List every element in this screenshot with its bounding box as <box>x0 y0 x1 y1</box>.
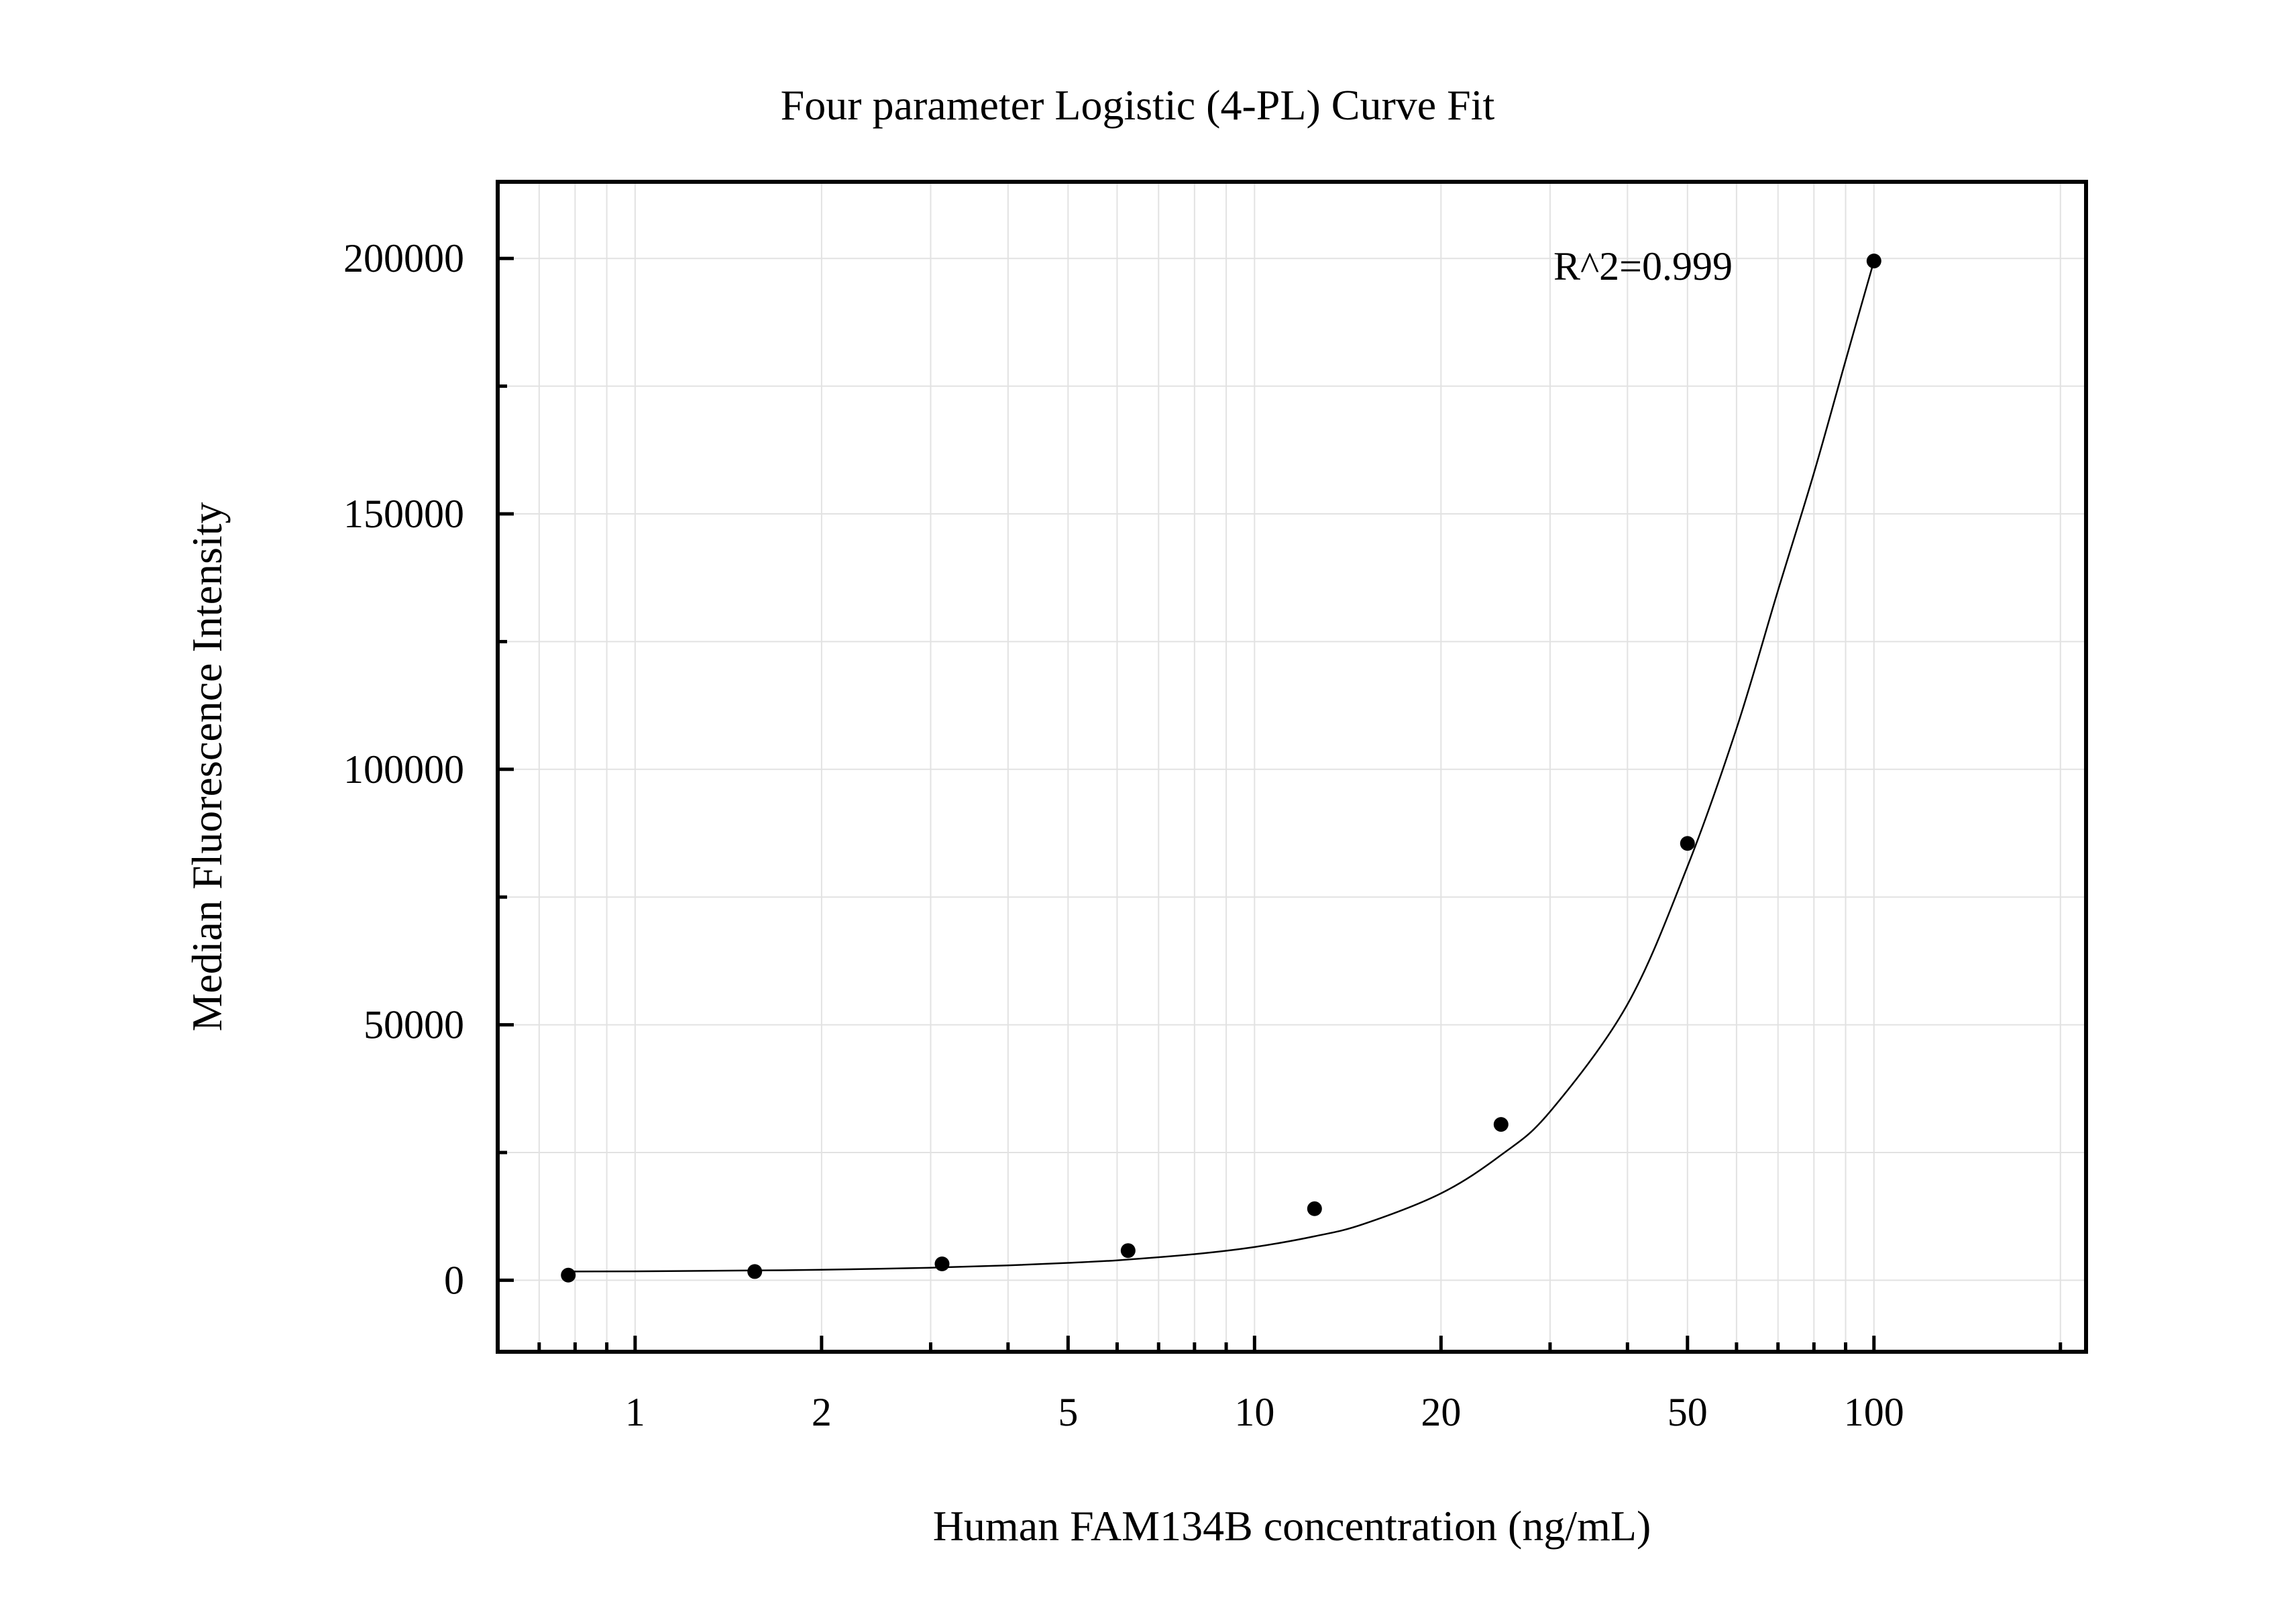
fit-curve <box>568 260 1875 1273</box>
y-tick-label: 0 <box>444 1258 464 1302</box>
data-point <box>1866 254 1881 269</box>
data-point <box>1120 1243 1136 1259</box>
y-tick-label: 100000 <box>343 747 464 792</box>
x-tick-label: 10 <box>1234 1390 1274 1434</box>
y-tick-label: 150000 <box>343 492 464 536</box>
data-point <box>561 1267 576 1283</box>
data-point <box>1307 1201 1322 1216</box>
data-point <box>1680 836 1695 851</box>
x-axis-label: Human FAM134B concentration (ng/mL) <box>933 1502 1651 1550</box>
x-tick-label: 5 <box>1058 1390 1078 1434</box>
axis-ticks <box>496 256 2063 1352</box>
data-point <box>1493 1117 1509 1132</box>
x-tick-label: 1 <box>625 1390 645 1434</box>
grid-lines <box>497 182 2086 1352</box>
plot-frame <box>496 180 2088 1354</box>
y-tick-label: 200000 <box>343 236 464 280</box>
chart-title: Four parameter Logistic (4-PL) Curve Fit <box>781 81 1495 129</box>
x-tick-label: 100 <box>1844 1390 1904 1434</box>
data-point <box>747 1264 763 1279</box>
x-tick-label: 20 <box>1421 1390 1461 1434</box>
x-tick-label: 50 <box>1668 1390 1708 1434</box>
y-axis-label: Median Fluorescence Intensity <box>183 502 231 1031</box>
tick-labels: 1 2 5 10 20 50 100 0 50000 100000 150000 200000 <box>343 236 1904 1434</box>
data-points <box>561 254 1881 1283</box>
data-point <box>934 1257 950 1272</box>
y-tick-label: 50000 <box>364 1003 464 1047</box>
x-tick-label: 2 <box>812 1390 832 1434</box>
r-squared-annotation: R^2=0.999 <box>1553 244 1733 288</box>
fit-curve-layer <box>568 260 1875 1273</box>
